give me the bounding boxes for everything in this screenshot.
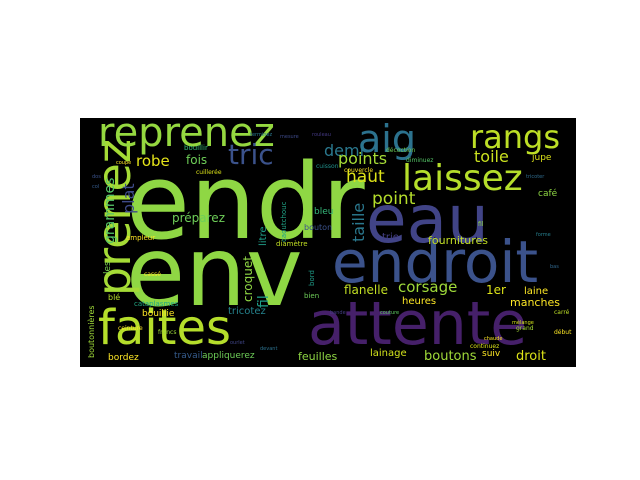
word-corsage: corsage (398, 278, 457, 296)
word-trie: trie (382, 232, 399, 243)
word-devant: devant (260, 346, 277, 352)
word-cataplasmes: cataplasmes (134, 300, 179, 308)
word-taille: taille (349, 203, 368, 242)
word-tricoter: tricoter (526, 174, 545, 180)
word-robe: robe (136, 152, 170, 170)
word-rangs: rangs (470, 118, 560, 156)
word-tric: tric (228, 138, 274, 171)
word-blé: blé (108, 292, 120, 302)
word-carré: carré (554, 309, 570, 316)
word-décoction: décoction (386, 147, 415, 154)
word-reprenez: reprenez (98, 118, 275, 156)
word-forme: forme (536, 232, 551, 238)
word-rouleau: rouleau (312, 132, 331, 138)
word-diamètre: diamètre (276, 240, 308, 248)
word-env: env (126, 216, 303, 328)
word-ampleur: ampleur (126, 234, 155, 242)
word-1er: 1er (486, 283, 506, 297)
word-cloud-background (80, 118, 576, 367)
word-dos: dos (92, 174, 101, 180)
word-mélange: mélange (512, 319, 534, 326)
word-feuilles: feuilles (298, 350, 338, 363)
word-manches: manches (510, 296, 560, 309)
word-terminez: terminez (250, 132, 273, 138)
word-fil-2: fil (478, 221, 484, 228)
word-mesure: mesure (280, 134, 299, 140)
word-les: les (103, 261, 113, 274)
word-heures: heures (402, 296, 436, 307)
word-flanelle: flanelle (344, 283, 388, 297)
word-ceinture: ceinture (118, 325, 143, 332)
word-col: col (92, 184, 99, 190)
word-laissez: laissez (402, 158, 523, 199)
word-couvercle: couvercle (344, 167, 373, 174)
word-bordez: bordez (108, 353, 139, 363)
word-travail: travail (174, 351, 203, 361)
word-fournitures: fournitures (428, 234, 488, 247)
word-point: point (372, 189, 416, 209)
word-francs: francs (158, 329, 176, 336)
word-bas: bas (550, 264, 559, 270)
word-continuez: continuez (470, 343, 499, 350)
word-bande: bande (330, 310, 346, 316)
word-fois: fois (186, 153, 207, 167)
word-bouillir: bouillir (184, 144, 208, 152)
word-chaude: chaude (484, 336, 502, 342)
word-appliquerez: appliquerez (202, 351, 255, 361)
word-faites: faites (98, 300, 231, 356)
word-demi: demi (324, 141, 364, 160)
word-caoutchouc: caoutchouc (280, 201, 288, 242)
word-diminuez: diminuez (406, 157, 433, 164)
word-début: début (554, 329, 572, 336)
word-litre: litre (258, 226, 269, 246)
word-attente: attente (308, 289, 527, 359)
word-prenez: prenez (87, 139, 141, 296)
word-préparez: préparez (172, 211, 225, 225)
word-toile: toile (474, 147, 509, 166)
word-laine: laine (524, 286, 548, 297)
word-grand: grand (516, 325, 534, 332)
word-bord: bord (308, 270, 316, 286)
word-boutonnières: boutonnières (86, 305, 96, 358)
word-cassé: cassé (144, 271, 161, 278)
word-haut: haut (346, 167, 385, 187)
word-suiv: suiv (482, 349, 501, 359)
word-cloud: endr env eau endroit attente faites pren… (80, 118, 576, 367)
word-croquet: croquet (241, 256, 255, 302)
word-fil: fil (256, 295, 272, 308)
word-plat: plat (119, 183, 138, 214)
word-points: points (338, 149, 387, 168)
word-lainage: lainage (370, 348, 407, 359)
word-tricotez: tricotez (228, 306, 266, 317)
word-endroit: endroit (332, 228, 538, 296)
word-bien: bien (304, 292, 319, 300)
word-eau: eau (366, 181, 489, 258)
word-café: café (538, 188, 558, 199)
word-cloud-canvas: endr env eau endroit attente faites pren… (80, 118, 576, 367)
word-jupe: jupe (531, 153, 552, 163)
word-aig: aig (358, 118, 416, 161)
word-grammes: grammes (102, 178, 118, 244)
word-endr: endr (126, 141, 365, 263)
word-droit: droit (516, 349, 546, 364)
word-coupe: coupe (116, 160, 131, 166)
word-bleu: bleu (314, 207, 333, 217)
word-boutons: boutons (424, 349, 477, 364)
word-cuillerée: cuillerée (196, 169, 222, 176)
word-bouton: bouton (304, 223, 332, 232)
word-cuisson: cuisson (316, 163, 339, 170)
word-ourlet: ourlet (230, 340, 245, 346)
word-couture: couture (380, 310, 399, 316)
word-bouillie: bouillie (142, 309, 175, 319)
